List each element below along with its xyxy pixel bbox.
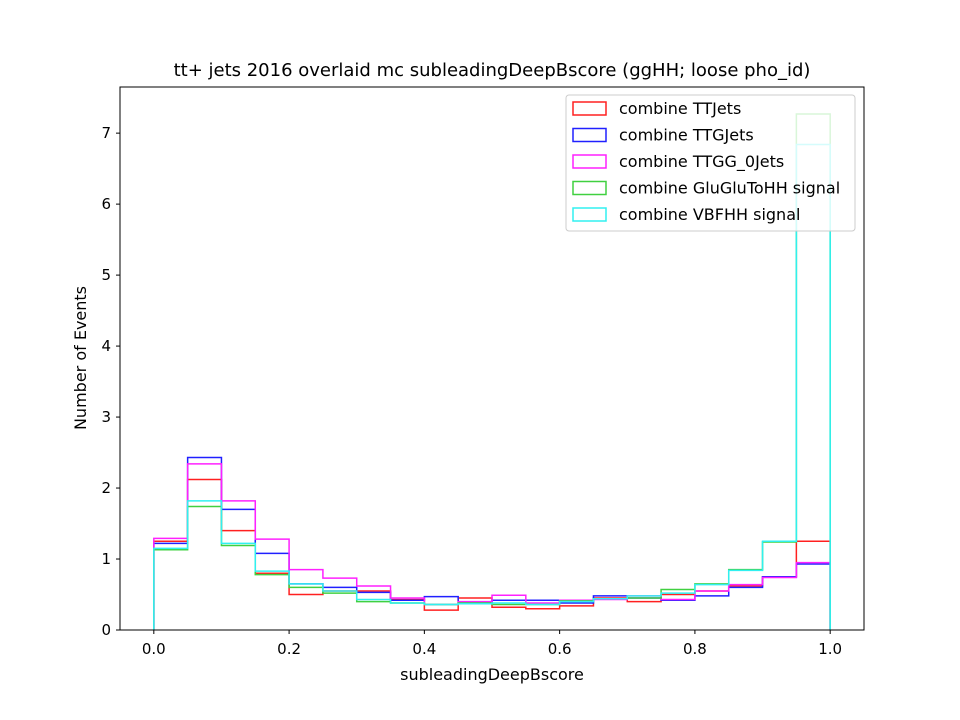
series-5-bin-9	[424, 604, 458, 630]
series-5-bin-14	[593, 599, 627, 630]
legend-swatch-1	[572, 101, 607, 116]
x-axis-label: subleadingDeepBscore	[400, 665, 584, 684]
y-tick-label: 4	[101, 337, 111, 355]
legend-swatch-4	[572, 180, 607, 196]
x-tick-label: 0.2	[277, 640, 301, 658]
legend-label-5: combine VBFHH signal	[619, 205, 800, 224]
series-5-bin-19	[763, 541, 797, 630]
ticks-layer: 0.0 0.2 0.4 0.6 0.8 1.0 0 1 2 3 4 5 6 7	[101, 124, 842, 658]
series-3	[153, 463, 831, 630]
y-tick-label: 0	[101, 621, 111, 639]
series-3-step-line	[153, 463, 831, 630]
x-tick-label: 1.0	[818, 640, 842, 658]
legend-swatch-2	[572, 127, 607, 143]
series-5-bin-2	[188, 501, 222, 630]
series-5-bin-18	[729, 570, 763, 630]
legend: combine TTJets combine TTGJets combine TTG…	[565, 94, 856, 232]
legend-swatch-3	[572, 154, 607, 169]
x-tick-label: 0.6	[548, 640, 572, 658]
plot-frame	[119, 86, 865, 631]
series-5-bin-13	[560, 602, 594, 630]
series-5-step-line	[153, 143, 831, 630]
y-tick-label: 2	[101, 479, 111, 497]
series-5-bin-1	[154, 548, 188, 630]
series-5-bin-6	[323, 591, 357, 630]
series-5-bin-16	[661, 593, 695, 630]
series-5-bin-8	[391, 603, 425, 630]
y-tick-label: 5	[101, 266, 111, 284]
series-5-bin-5	[289, 584, 323, 630]
y-tick-label: 3	[101, 408, 111, 426]
series-5-bin-12	[526, 604, 560, 630]
series-5-bin-7	[357, 599, 391, 630]
y-tick-label: 1	[101, 550, 111, 568]
series-5-bin-11	[492, 603, 526, 630]
series-5-bin-15	[627, 596, 661, 630]
x-tick-label: 0.4	[412, 640, 436, 658]
series-5-bin-17	[695, 585, 729, 630]
series-5-bin-4	[255, 571, 289, 630]
y-tick-label: 6	[101, 195, 111, 213]
x-tick-label: 0.0	[142, 640, 166, 658]
legend-label-1: combine TTJets	[619, 99, 741, 118]
legend-label-2: combine TTGJets	[619, 126, 754, 145]
series-layer	[153, 113, 831, 630]
x-tick-label: 0.8	[683, 640, 707, 658]
legend-swatch-5	[572, 207, 607, 222]
series-5-bin-3	[221, 543, 255, 630]
y-tick-label: 7	[101, 124, 111, 142]
chart-title: tt+ jets 2016 overlaid mc subleadingDeep…	[174, 60, 811, 81]
series-5-bin-10	[458, 604, 492, 630]
legend-label-3: combine TTGG_0Jets	[619, 152, 784, 172]
legend-label-4: combine GluGluToHH signal	[619, 179, 840, 198]
y-axis-label: Number of Events	[71, 286, 90, 430]
legend-box	[565, 94, 856, 232]
series-5	[153, 143, 831, 630]
